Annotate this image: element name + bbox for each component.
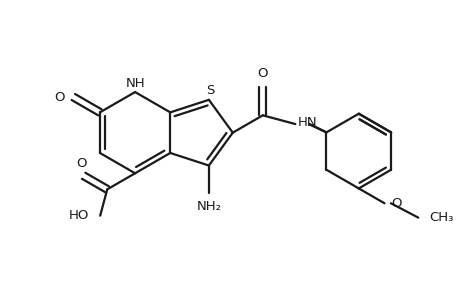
Text: HO: HO: [69, 209, 89, 222]
Text: NH₂: NH₂: [196, 200, 221, 213]
Text: CH₃: CH₃: [428, 211, 453, 224]
Text: O: O: [54, 91, 64, 103]
Text: O: O: [390, 197, 401, 210]
Text: NH: NH: [125, 76, 145, 90]
Text: O: O: [257, 67, 268, 80]
Text: O: O: [76, 157, 86, 170]
Text: S: S: [205, 84, 213, 97]
Text: HN: HN: [297, 116, 317, 129]
